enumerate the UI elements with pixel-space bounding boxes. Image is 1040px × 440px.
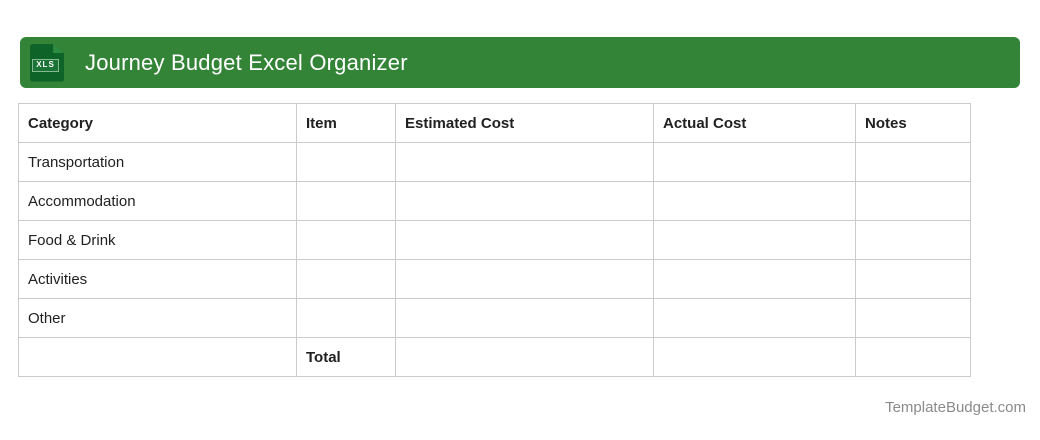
estimated-cost-cell [395, 337, 654, 377]
estimated-cost-cell [395, 220, 654, 260]
total-row: Total [18, 337, 971, 377]
category-cell: Transportation [18, 142, 297, 182]
column-header-item: Item [296, 103, 396, 143]
page-title: Journey Budget Excel Organizer [85, 49, 408, 75]
category-cell: Other [18, 298, 297, 338]
xls-label-band: XLS [32, 58, 59, 72]
total-label-cell: Total [296, 337, 396, 377]
actual-cost-cell [653, 298, 856, 338]
xls-file-icon: XLS [30, 43, 64, 82]
notes-cell [855, 220, 971, 260]
xls-fold-corner [53, 43, 64, 54]
table-row: Other [18, 298, 971, 338]
category-cell: Accommodation [18, 181, 297, 221]
estimated-cost-cell [395, 298, 654, 338]
table-row: Activities [18, 259, 971, 299]
budget-table: Category Item Estimated Cost Actual Cost… [18, 103, 971, 377]
estimated-cost-cell [395, 259, 654, 299]
item-cell [296, 298, 396, 338]
column-header-category: Category [18, 103, 297, 143]
item-cell [296, 259, 396, 299]
actual-cost-cell [653, 220, 856, 260]
actual-cost-cell [653, 142, 856, 182]
notes-cell [855, 259, 971, 299]
notes-cell [855, 142, 971, 182]
category-cell: Food & Drink [18, 220, 297, 260]
category-cell: Activities [18, 259, 297, 299]
notes-cell [855, 181, 971, 221]
column-header-estimated-cost: Estimated Cost [395, 103, 654, 143]
estimated-cost-cell [395, 142, 654, 182]
item-cell [296, 220, 396, 260]
table-header-row: Category Item Estimated Cost Actual Cost… [18, 103, 971, 143]
notes-cell [855, 298, 971, 338]
actual-cost-cell [653, 181, 856, 221]
actual-cost-cell [653, 259, 856, 299]
actual-cost-cell [653, 337, 856, 377]
xls-icon-label: XLS [36, 60, 55, 69]
column-header-actual-cost: Actual Cost [653, 103, 856, 143]
table-row: Accommodation [18, 181, 971, 221]
estimated-cost-cell [395, 181, 654, 221]
item-cell [296, 142, 396, 182]
notes-cell [855, 337, 971, 377]
table-row: Food & Drink [18, 220, 971, 260]
header-banner: XLS Journey Budget Excel Organizer [20, 37, 1020, 88]
column-header-notes: Notes [855, 103, 971, 143]
watermark: TemplateBudget.com [885, 399, 1026, 416]
category-cell [18, 337, 297, 377]
table-row: Transportation [18, 142, 971, 182]
item-cell [296, 181, 396, 221]
